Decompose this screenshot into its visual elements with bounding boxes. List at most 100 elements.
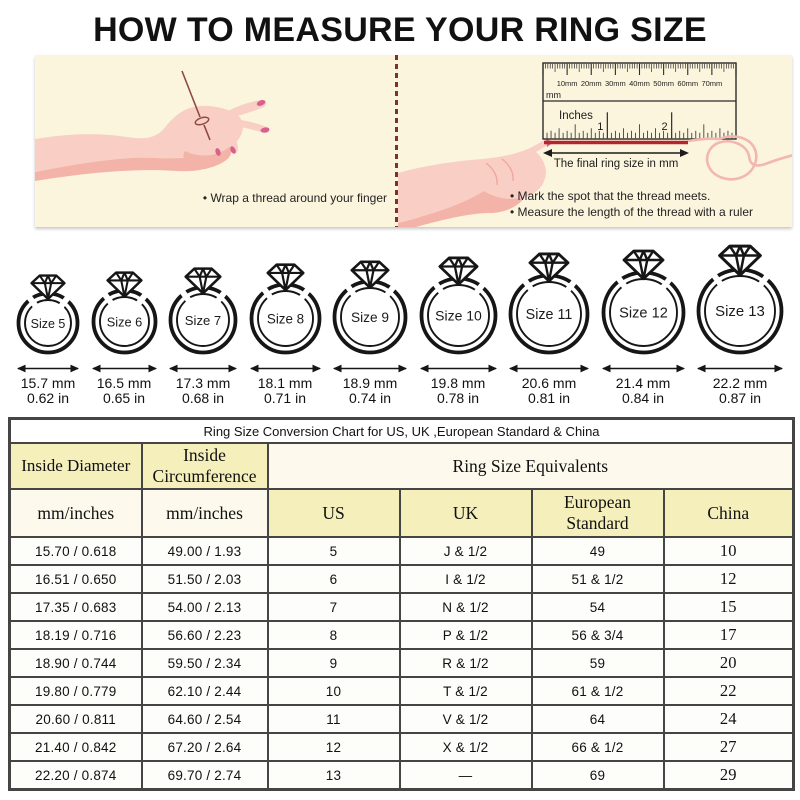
ring-diameter-mm: 15.7 mm <box>20 375 76 391</box>
ring-illustration: Size 11 <box>508 252 590 355</box>
knuckle-crease <box>485 162 498 186</box>
ring-diameter-mm: 18.9 mm <box>342 375 398 391</box>
table-cell: 66 & 1/2 <box>530 732 665 762</box>
thread-line <box>181 70 201 118</box>
diamond-icon <box>718 244 762 277</box>
table-row: 18.19 / 0.716 56.60 / 2.23 8 P & 1/2 56 & 3/… <box>8 620 795 650</box>
inch-scale-number: 2 <box>662 121 668 133</box>
ring-illustration: Size 13 <box>696 244 784 355</box>
ring-size-7: Size 7 17.3 mm 0.68 in <box>165 266 241 406</box>
table-cell: T & 1/2 <box>398 676 533 706</box>
pinky-nail <box>215 148 221 156</box>
header-china: China <box>662 488 795 538</box>
header-diameter-unit: mm/inches <box>8 488 143 538</box>
table-cell: 10 <box>662 536 795 566</box>
ring-size-label: Size 9 <box>351 310 389 325</box>
ring-diameter-mm: 19.8 mm <box>430 375 486 391</box>
ring-finger <box>219 125 238 154</box>
ring-diameter-mm: 22.2 mm <box>712 375 768 391</box>
ring-diameter-in: 0.71 in <box>263 390 307 406</box>
header-uk: UK <box>398 488 533 538</box>
ring-diameter-mm: 21.4 mm <box>615 375 671 391</box>
table-cell: 24 <box>662 704 795 734</box>
table-cell: 6 <box>266 564 401 594</box>
ring-illustration: Size 10 <box>419 256 497 355</box>
ring-nail <box>230 146 236 154</box>
table-cell: 19.80 / 0.779 <box>8 676 143 706</box>
table-cell: 54 <box>530 592 665 622</box>
mm-unit-label: mm <box>546 90 561 100</box>
instruction-bullet-wrap: Wrap a thread around your finger <box>203 191 387 205</box>
ruler-illustration: 10mm 20mm 30mm 40mm 50mm 60mm 70mm mm Inches 1… <box>398 62 792 227</box>
ring-size-5: Size 5 15.7 mm 0.62 in <box>13 273 83 406</box>
ring-diameter-in: 0.87 in <box>718 390 762 406</box>
table-cell: 61 & 1/2 <box>530 676 665 706</box>
table-cell: J & 1/2 <box>398 536 533 566</box>
conversion-table: Ring Size Conversion Chart for US, UK ,E… <box>8 417 796 791</box>
table-row: 18.90 / 0.744 59.50 / 2.34 9 R & 1/2 59 20 <box>8 648 795 678</box>
table-cell: 69.70 / 2.74 <box>140 760 269 791</box>
table-cell: 8 <box>266 620 401 650</box>
measure-arrow-left-head <box>543 149 552 157</box>
index-finger <box>228 99 267 118</box>
mm-scale-label: 30mm <box>605 79 626 88</box>
table-cell: 51 & 1/2 <box>530 564 665 594</box>
ring-diameter-mm: 16.5 mm <box>96 375 152 391</box>
table-row: 15.70 / 0.618 49.00 / 1.93 5 J & 1/2 49 10 <box>8 536 795 566</box>
ring-size-13: Size 13 22.2 mm 0.87 in <box>693 243 787 406</box>
table-cell: X & 1/2 <box>398 732 533 762</box>
header-circumference-unit: mm/inches <box>140 488 269 538</box>
ring-diameter-in: 0.74 in <box>348 390 392 406</box>
pinch-hand-shadow <box>398 191 525 227</box>
table-cell: — <box>398 760 533 791</box>
inches-label: Inches <box>559 110 593 122</box>
table-cell: 67.20 / 2.64 <box>140 732 269 762</box>
table-row: 22.20 / 0.874 69.70 / 2.74 13—69 29 <box>8 760 795 791</box>
ring-size-label: Size 13 <box>715 304 765 320</box>
table-cell: 29 <box>662 760 795 791</box>
diameter-arrow <box>249 364 321 373</box>
table-row: 19.80 / 0.779 62.10 / 2.44 10 T & 1/2 61 & 1… <box>8 676 795 706</box>
panel-measure-ruler: 10mm 20mm 30mm 40mm 50mm 60mm 70mm mm Inches 1… <box>398 55 792 227</box>
diameter-arrow <box>419 364 497 373</box>
ring-size-9: Size 9 18.9 mm 0.74 in <box>329 259 411 406</box>
diameter-arrow <box>697 364 783 373</box>
thread-curl <box>687 135 792 181</box>
instruction-bullet-mark: Mark the spot that the thread meets. <box>510 188 753 204</box>
table-cell: 17 <box>662 620 795 650</box>
thumb-shadow <box>183 151 223 166</box>
thread-tail <box>203 124 211 141</box>
table-cell: 7 <box>266 592 401 622</box>
ring-diameter-in: 0.81 in <box>527 390 571 406</box>
table-row: 17.35 / 0.683 54.00 / 2.13 7 N & 1/2 54 15 <box>8 592 795 622</box>
table-cell: 16.51 / 0.650 <box>8 564 143 594</box>
table-cell: 17.35 / 0.683 <box>8 592 143 622</box>
ruler-mm-ticks <box>542 63 737 75</box>
measure-arrow-right-head <box>680 149 689 157</box>
ring-size-11: Size 11 20.6 mm 0.81 in <box>505 251 593 406</box>
ring-size-8: Size 8 18.1 mm 0.71 in <box>246 262 325 406</box>
table-cell: 20 <box>662 648 795 678</box>
thread-loop <box>194 116 210 126</box>
table-cell: 11 <box>266 704 401 734</box>
table-cell: 64 <box>530 704 665 734</box>
diameter-arrow <box>169 364 237 373</box>
table-cell: 10 <box>266 676 401 706</box>
dashed-divider <box>395 55 398 227</box>
ring-size-label: Size 6 <box>106 315 142 330</box>
hand-shadow <box>35 147 232 181</box>
ring-diameter-in: 0.84 in <box>621 390 665 406</box>
table-cell: 12 <box>266 732 401 762</box>
table-cell: 27 <box>662 732 795 762</box>
diamond-icon <box>528 252 570 283</box>
ring-diameter-in: 0.65 in <box>102 390 146 406</box>
diameter-arrow <box>91 364 157 373</box>
table-row: 16.51 / 0.650 51.50 / 2.03 6 I & 1/2 51 & 1/… <box>8 564 795 594</box>
table-cell: 20.60 / 0.811 <box>8 704 143 734</box>
ring-size-6: Size 6 16.5 mm 0.65 in <box>88 270 161 406</box>
measure-arrow-label: The final ring size in mm <box>554 158 679 170</box>
panel-wrap-thread: Wrap a thread around your finger <box>35 55 395 227</box>
table-cell: 56.60 / 2.23 <box>140 620 269 650</box>
header-ring-size-equivalents: Ring Size Equivalents <box>266 442 795 490</box>
